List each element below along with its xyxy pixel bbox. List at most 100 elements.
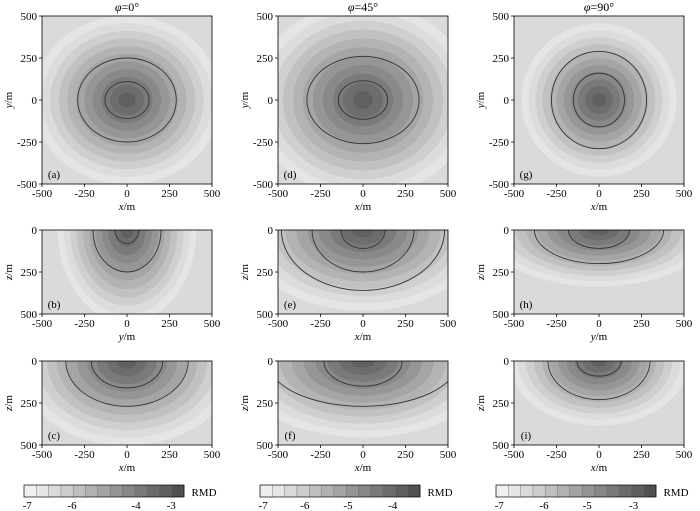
y-axis-label: y/m: [239, 91, 251, 109]
x-tick-label: 500: [440, 318, 457, 330]
colorbar-swatch: [97, 485, 111, 497]
x-tick-label: -500: [504, 188, 525, 200]
x-tick-label: -250: [74, 318, 95, 330]
x-tick-label: 250: [397, 449, 414, 461]
colorbar-swatch: [284, 485, 298, 497]
x-tick-label: 0: [596, 188, 602, 200]
column-title: φ=45°: [348, 0, 378, 14]
y-axis-label: z/m: [475, 264, 487, 281]
y-tick-label: 0: [504, 95, 510, 107]
colorbar-swatch: [407, 485, 421, 497]
panel-label: (c): [48, 430, 61, 442]
x-tick-label: 500: [676, 188, 693, 200]
colorbar-tick-label: -5: [343, 500, 353, 511]
colorbar-tick-label: -7: [259, 500, 269, 511]
shade-level: [352, 91, 374, 109]
colorbar-swatch: [569, 485, 583, 497]
shade-level: [588, 230, 610, 236]
colorbar-swatch: [508, 485, 521, 497]
x-axis-label: x/m: [118, 201, 136, 213]
x-tick-label: 500: [204, 188, 221, 200]
anomaly-field: [278, 16, 448, 184]
colorbar-swatch: [395, 485, 408, 497]
x-tick-label: -250: [546, 318, 567, 330]
panel-b: -500 -250 0 250 500 0 250 500 (b): [21, 225, 221, 330]
colorbar-tick-label: -4: [131, 500, 141, 511]
x-axis-label: x/m: [354, 331, 372, 343]
contour-line: [104, 81, 150, 119]
y-tick-label: -500: [489, 179, 510, 191]
colorbar-frame: [23, 484, 185, 498]
colorbar-swatch: [134, 485, 148, 497]
x-tick-label: 0: [360, 188, 366, 200]
panel-h: -500 -250 0 250 500 0 250 500 (h): [493, 225, 693, 330]
colorbar: -7 -6 -5 -3 RMD: [495, 484, 689, 511]
colorbar-label: RMD: [191, 487, 216, 499]
x-tick-label: -250: [546, 188, 567, 200]
contour-line: [77, 57, 177, 143]
x-tick-label: 0: [124, 318, 130, 330]
colorbar-tick-label: -7: [23, 500, 33, 511]
contour-line: [92, 230, 162, 273]
y-tick-label: 250: [493, 267, 510, 279]
y-tick-label: 500: [257, 11, 274, 23]
colorbar-swatch: [358, 485, 372, 497]
column-title: φ=90°: [584, 0, 614, 14]
y-tick-label: 250: [493, 398, 510, 410]
colorbar-label: RMD: [663, 487, 688, 499]
colorbar-swatch: [643, 485, 657, 497]
x-tick-label: 250: [633, 188, 650, 200]
y-tick-label: 500: [257, 440, 274, 452]
contour-line: [337, 80, 389, 120]
panel-label: (e): [284, 299, 297, 311]
y-tick-label: 250: [21, 267, 38, 279]
x-tick-label: 0: [360, 449, 366, 461]
contour-line: [323, 361, 403, 387]
panel-e: -500 -250 0 250 500 0 250 500 (e): [257, 225, 457, 330]
panel-g: -500 -250 0 250 500 500 250 0 -250 -500 (g): [489, 11, 693, 200]
colorbar-swatch: [594, 485, 608, 497]
colorbar-swatch: [24, 485, 37, 497]
colorbar-swatch: [110, 485, 123, 497]
colorbar-swatch: [321, 485, 335, 497]
x-tick-label: -250: [546, 449, 567, 461]
x-tick-label: -500: [268, 188, 289, 200]
panel-label: (b): [48, 299, 61, 311]
x-axis-label: x/m: [590, 462, 608, 474]
y-tick-label: -500: [253, 179, 274, 191]
colorbar-swatch: [545, 485, 558, 497]
x-tick-label: 0: [360, 318, 366, 330]
y-tick-label: 0: [32, 95, 38, 107]
x-tick-label: 0: [124, 188, 130, 200]
y-tick-label: -500: [17, 179, 38, 191]
x-axis-label: y/m: [118, 331, 136, 343]
anomaly-field: [42, 16, 212, 184]
x-tick-label: -500: [32, 188, 53, 200]
x-axis-label: x/m: [590, 201, 608, 213]
y-tick-label: -250: [253, 137, 274, 149]
y-tick-label: 500: [257, 309, 274, 321]
colorbar-tick-label: -4: [388, 500, 398, 511]
x-tick-label: 500: [676, 318, 693, 330]
y-tick-label: 250: [257, 398, 274, 410]
colorbar-swatch: [346, 485, 359, 497]
panel-a: -500 -250 0 250 500 500 250 0 -250 -500 (a): [17, 11, 221, 200]
y-tick-label: 500: [493, 11, 510, 23]
x-tick-label: 250: [161, 188, 178, 200]
y-axis-label: z/m: [239, 395, 251, 412]
shade-level: [116, 361, 138, 369]
x-axis-label: x/m: [118, 462, 136, 474]
colorbar-swatch: [48, 485, 62, 497]
y-tick-label: 250: [21, 53, 38, 65]
y-tick-label: 0: [504, 356, 510, 368]
panel-label: (d): [284, 169, 297, 181]
colorbar-swatch: [370, 485, 384, 497]
y-tick-label: 250: [21, 398, 38, 410]
colorbar-tick-label: -6: [67, 500, 77, 511]
colorbar-swatch: [333, 485, 347, 497]
anomaly-field: [514, 361, 684, 426]
colorbar-swatch: [557, 485, 571, 497]
colorbar-swatch: [60, 485, 74, 497]
colorbar-swatch: [260, 485, 273, 497]
y-axis-label: z/m: [475, 395, 487, 412]
